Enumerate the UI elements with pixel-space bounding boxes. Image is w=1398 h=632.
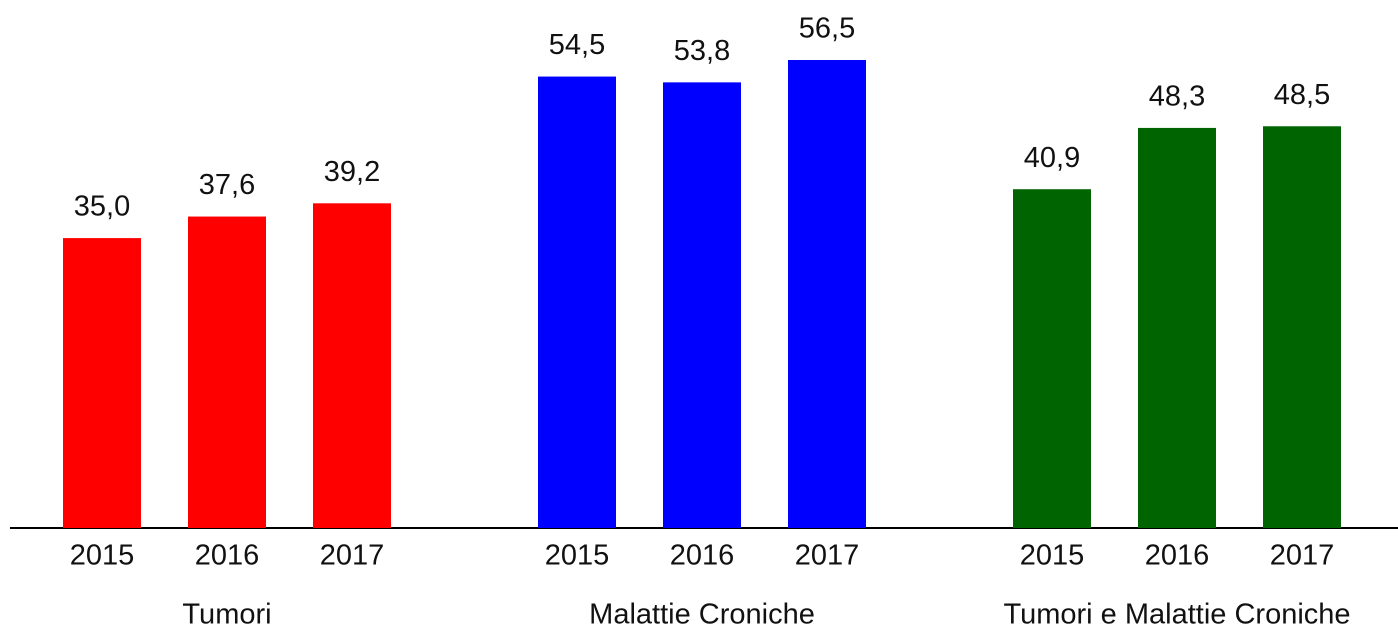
x-tick-label: 2016 [1145,540,1210,572]
bar [63,238,141,528]
value-label: 35,0 [74,191,130,223]
x-tick-label: 2016 [670,540,735,572]
value-label: 48,5 [1274,79,1330,111]
x-tick-label: 2017 [320,540,385,572]
bar [1263,126,1341,528]
x-tick-label: 2017 [795,540,860,572]
x-tick-label: 2016 [195,540,260,572]
bar [1013,189,1091,528]
x-tick-label: 2015 [70,540,135,572]
group-label: Tumori [182,599,271,631]
value-label: 54,5 [549,29,605,61]
value-label: 37,6 [199,169,255,201]
bar [663,82,741,529]
x-tick-label: 2017 [1270,540,1335,572]
bar [538,76,616,528]
bar [313,203,391,528]
bar [788,60,866,528]
group-label: Tumori e Malattie Croniche [1003,599,1350,631]
x-tick-label: 2015 [545,540,610,572]
value-label: 39,2 [324,156,380,188]
bar [188,216,266,528]
value-label: 53,8 [674,35,730,67]
bar [1138,127,1216,529]
value-label: 48,3 [1149,81,1205,113]
value-label: 56,5 [799,13,855,45]
x-tick-label: 2015 [1020,540,1085,572]
value-label: 40,9 [1024,142,1080,174]
group-label: Malattie Croniche [589,599,815,631]
